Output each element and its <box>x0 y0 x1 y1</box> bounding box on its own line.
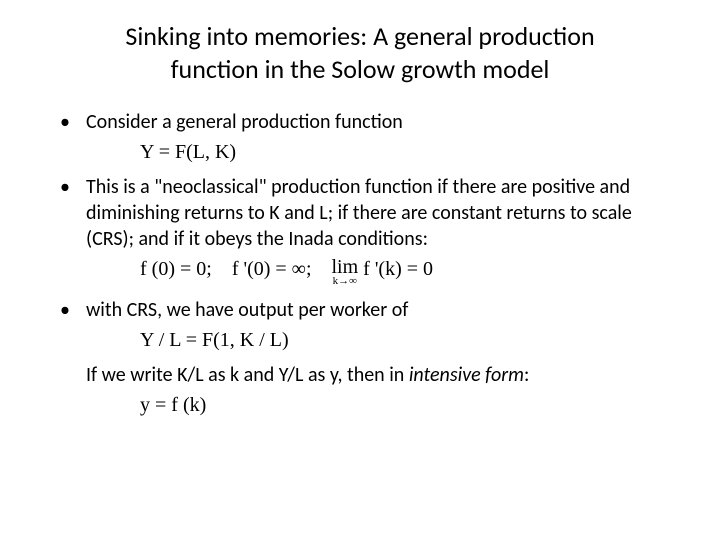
slide-title: Sinking into memories: A general product… <box>40 20 680 85</box>
formula-per-worker: Y / L = F(1, K / L) <box>40 329 680 352</box>
inada-part-2: f '(k) = 0 <box>358 258 433 280</box>
continuation-text: If we write K/L as k and Y/L as y, then … <box>40 362 680 388</box>
bullet-list: Consider a general production function <box>40 109 680 135</box>
cont-suffix: : <box>524 363 529 387</box>
cont-prefix: If we write K/L as k and Y/L as y, then … <box>86 363 409 387</box>
bullet-item-3: with CRS, we have output per worker of <box>60 297 680 323</box>
formula-production: Y = F(L, K) <box>40 141 680 164</box>
formula-inada: f (0) = 0; f '(0) = ∞; limk→∞ f '(k) = 0 <box>40 258 680 287</box>
lim-subscript: k→∞ <box>332 277 359 287</box>
bullet-item-1: Consider a general production function <box>60 109 680 135</box>
bullet-item-2: This is a "neoclassical" production func… <box>60 174 680 252</box>
formula-intensive: y = f (k) <box>40 394 680 417</box>
cont-emph: intensive form <box>409 363 524 387</box>
bullet-list-3: with CRS, we have output per worker of <box>40 297 680 323</box>
bullet-list-2: This is a "neoclassical" production func… <box>40 174 680 252</box>
limit-expression: limk→∞ <box>332 258 359 287</box>
inada-part-1: f (0) = 0; f '(0) = ∞; <box>140 258 332 280</box>
